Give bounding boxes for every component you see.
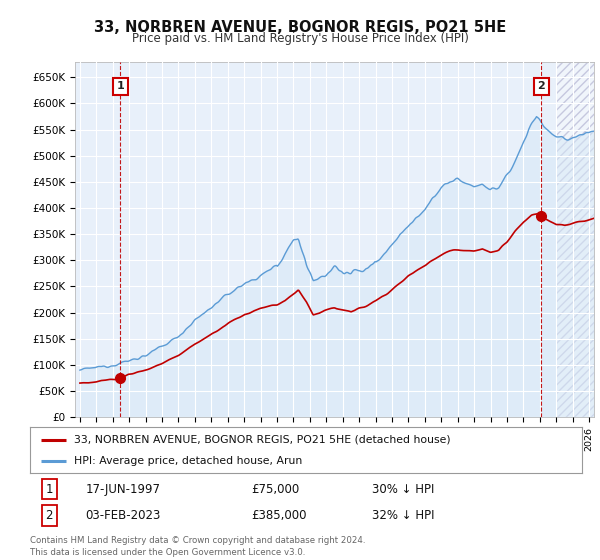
Bar — [556, 62, 594, 417]
Text: 32% ↓ HPI: 32% ↓ HPI — [372, 508, 435, 521]
Text: £75,000: £75,000 — [251, 483, 299, 496]
Text: 03-FEB-2023: 03-FEB-2023 — [85, 508, 161, 521]
Text: 33, NORBREN AVENUE, BOGNOR REGIS, PO21 5HE (detached house): 33, NORBREN AVENUE, BOGNOR REGIS, PO21 5… — [74, 435, 451, 445]
Text: 1: 1 — [116, 82, 124, 91]
Text: 2: 2 — [538, 82, 545, 91]
Text: 2: 2 — [46, 508, 53, 521]
Text: Contains HM Land Registry data © Crown copyright and database right 2024.
This d: Contains HM Land Registry data © Crown c… — [30, 536, 365, 557]
Text: 1: 1 — [46, 483, 53, 496]
Text: HPI: Average price, detached house, Arun: HPI: Average price, detached house, Arun — [74, 456, 302, 466]
Text: 33, NORBREN AVENUE, BOGNOR REGIS, PO21 5HE: 33, NORBREN AVENUE, BOGNOR REGIS, PO21 5… — [94, 20, 506, 35]
Text: £385,000: £385,000 — [251, 508, 307, 521]
Bar — [556, 62, 594, 417]
Text: 17-JUN-1997: 17-JUN-1997 — [85, 483, 160, 496]
Text: 30% ↓ HPI: 30% ↓ HPI — [372, 483, 434, 496]
Text: Price paid vs. HM Land Registry's House Price Index (HPI): Price paid vs. HM Land Registry's House … — [131, 32, 469, 45]
